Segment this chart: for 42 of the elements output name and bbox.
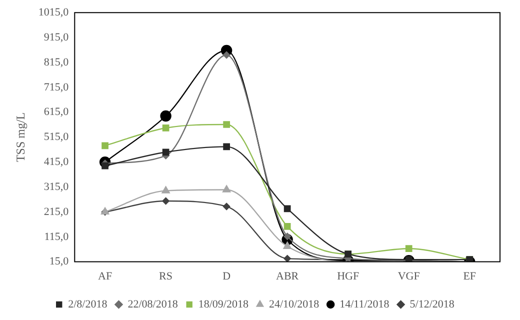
legend-label: 24/10/2018 bbox=[268, 298, 320, 310]
point bbox=[284, 254, 291, 262]
x-tick-label: D bbox=[222, 270, 231, 282]
point bbox=[102, 162, 108, 170]
y-axis-title: TSS mg/L bbox=[13, 112, 28, 162]
x-tick-label: HGF bbox=[337, 270, 360, 282]
y-tick-label: 115,0 bbox=[44, 230, 70, 243]
point bbox=[162, 124, 170, 132]
legend-label: 22/08/2018 bbox=[128, 298, 178, 310]
y-tick-label: 1015,0 bbox=[38, 6, 70, 18]
point bbox=[222, 185, 231, 192]
y-tick-label: 315,0 bbox=[44, 180, 70, 193]
legend-label: 18/09/2018 bbox=[198, 298, 249, 310]
point bbox=[283, 242, 292, 249]
point bbox=[102, 142, 108, 150]
legend-label: 2/8/2018 bbox=[68, 298, 108, 310]
point bbox=[162, 148, 170, 156]
legend-label: 14/11/2018 bbox=[340, 298, 390, 310]
x-tick-label: EF bbox=[463, 270, 476, 282]
point bbox=[222, 202, 230, 210]
x-tick-label: VGF bbox=[398, 270, 420, 282]
y-tick-label: 615,0 bbox=[44, 106, 70, 118]
point bbox=[284, 222, 291, 230]
point bbox=[162, 186, 170, 194]
y-tick-label: 815,0 bbox=[44, 56, 70, 68]
y-tick-label: 515,0 bbox=[44, 131, 70, 144]
y-tick-label: 715,0 bbox=[44, 81, 70, 94]
x-tick-label: ABR bbox=[276, 270, 300, 282]
x-tick-label: AF bbox=[98, 270, 112, 282]
legend-label: 5/12/2018 bbox=[410, 298, 455, 310]
point bbox=[160, 110, 172, 122]
x-tick-label: RS bbox=[159, 270, 173, 282]
y-tick-label: 15,0 bbox=[49, 256, 70, 268]
y-tick-label: 915,0 bbox=[44, 31, 70, 44]
y-tick-label: 215,0 bbox=[44, 206, 70, 218]
point bbox=[284, 205, 291, 212]
point bbox=[162, 197, 170, 205]
point bbox=[223, 121, 230, 128]
point bbox=[223, 143, 230, 150]
point bbox=[222, 51, 230, 59]
y-tick-label: 415,0 bbox=[44, 156, 70, 168]
point bbox=[405, 245, 412, 252]
